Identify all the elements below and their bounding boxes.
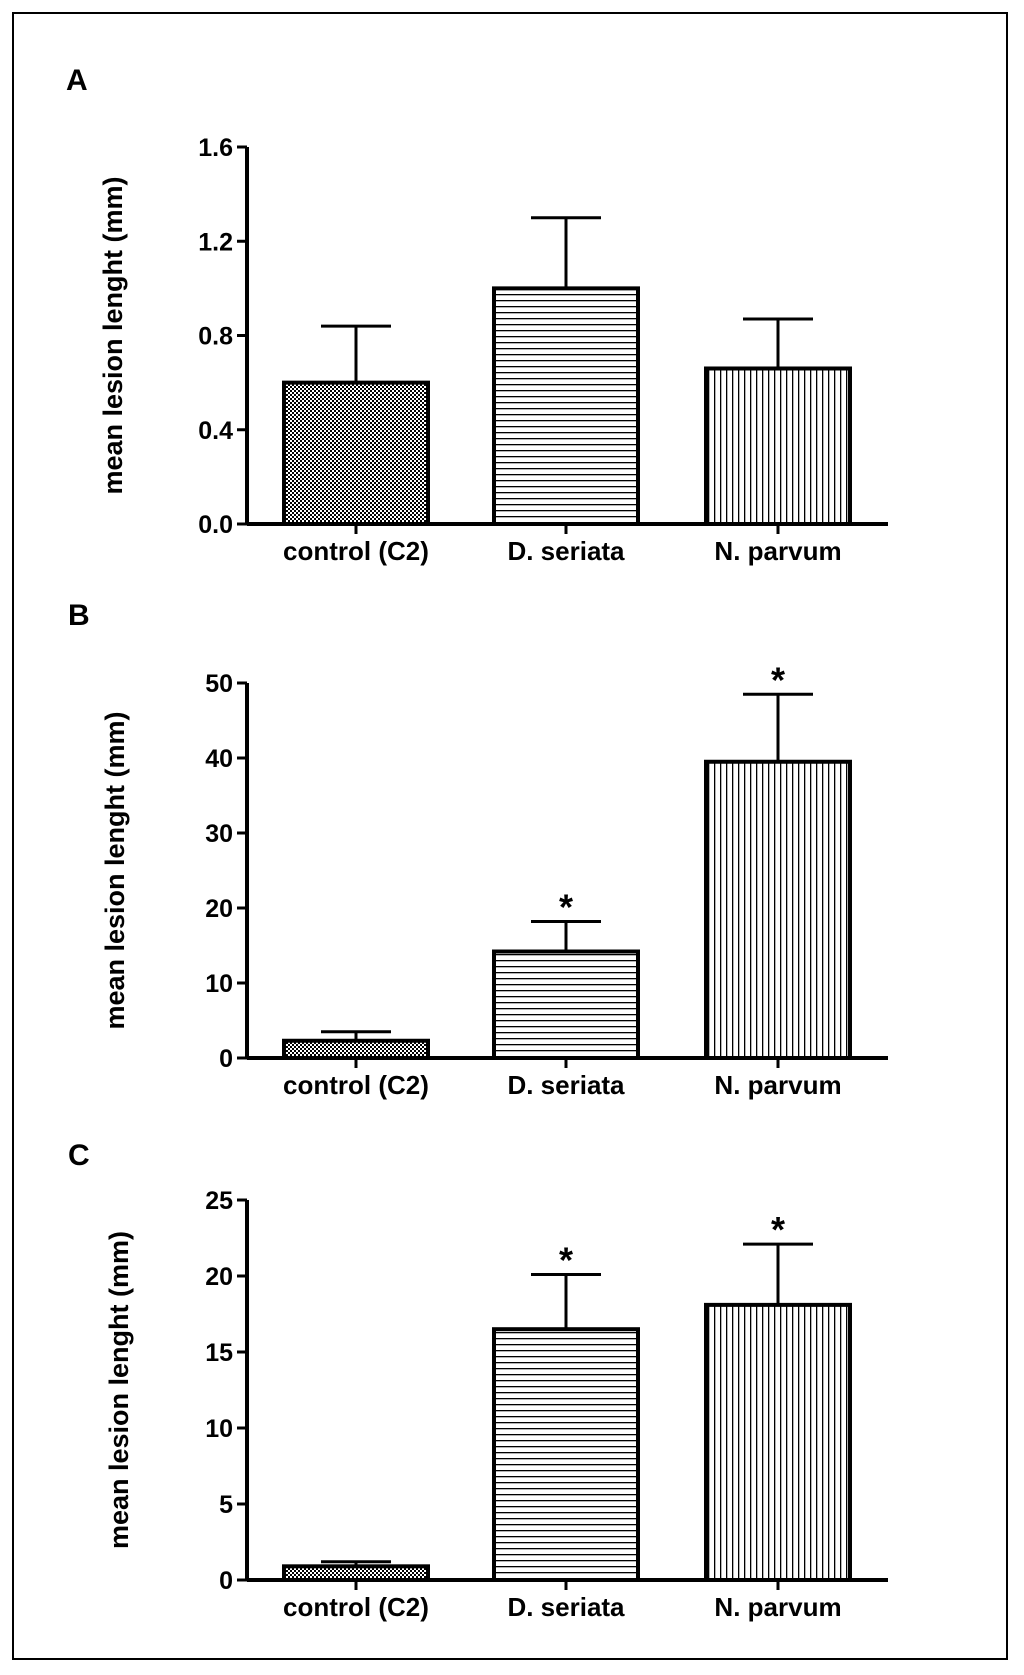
x-tick-label: control (C2) bbox=[283, 1070, 429, 1100]
y-tick-label: 40 bbox=[205, 745, 233, 773]
panel-label: C bbox=[68, 1139, 90, 1172]
y-tick-label: 10 bbox=[205, 970, 233, 998]
bar bbox=[282, 1038, 430, 1060]
y-tick-label: 20 bbox=[205, 1263, 233, 1291]
x-tick-label: N. parvum bbox=[714, 1070, 841, 1100]
y-tick-label: 1.2 bbox=[198, 228, 233, 256]
y-tick-label: 0 bbox=[219, 1045, 233, 1073]
y-tick-label: 0 bbox=[219, 1567, 233, 1595]
significance-marker: * bbox=[771, 1209, 785, 1250]
y-tick-label: 0.8 bbox=[198, 323, 233, 351]
bar bbox=[282, 1564, 430, 1582]
y-tick-label: 5 bbox=[219, 1491, 233, 1519]
x-tick-label: N. parvum bbox=[714, 536, 841, 566]
y-tick-label: 30 bbox=[205, 820, 233, 848]
y-tick-label: 10 bbox=[205, 1415, 233, 1443]
y-axis-label: mean lesion lenght (mm) bbox=[100, 711, 130, 1029]
bar bbox=[704, 759, 852, 1060]
bar bbox=[704, 366, 852, 526]
y-axis-label: mean lesion lenght (mm) bbox=[98, 176, 128, 494]
x-tick-label: N. parvum bbox=[714, 1592, 841, 1622]
y-tick-label: 0.0 bbox=[198, 511, 233, 539]
y-axis-label: mean lesion lenght (mm) bbox=[104, 1231, 134, 1549]
x-tick-label: D. seriata bbox=[507, 1592, 625, 1622]
x-tick-label: control (C2) bbox=[283, 536, 429, 566]
y-tick-label: 20 bbox=[205, 895, 233, 923]
bar bbox=[282, 380, 430, 526]
panel-label: A bbox=[66, 64, 88, 97]
y-tick-label: 50 bbox=[205, 670, 233, 698]
y-tick-label: 1.6 bbox=[198, 134, 233, 162]
bar bbox=[492, 1327, 640, 1582]
x-tick-label: control (C2) bbox=[283, 1592, 429, 1622]
significance-marker: * bbox=[771, 659, 785, 700]
panel-label: B bbox=[68, 599, 90, 632]
bar bbox=[492, 949, 640, 1060]
x-tick-label: D. seriata bbox=[507, 536, 625, 566]
bar bbox=[704, 1302, 852, 1582]
significance-marker: * bbox=[559, 1239, 573, 1280]
x-tick-label: D. seriata bbox=[507, 1070, 625, 1100]
bar bbox=[492, 286, 640, 526]
y-tick-label: 0.4 bbox=[198, 417, 233, 445]
y-tick-label: 15 bbox=[205, 1339, 233, 1367]
y-tick-label: 25 bbox=[205, 1187, 233, 1215]
figure-frame bbox=[12, 12, 1008, 1660]
significance-marker: * bbox=[559, 887, 573, 928]
